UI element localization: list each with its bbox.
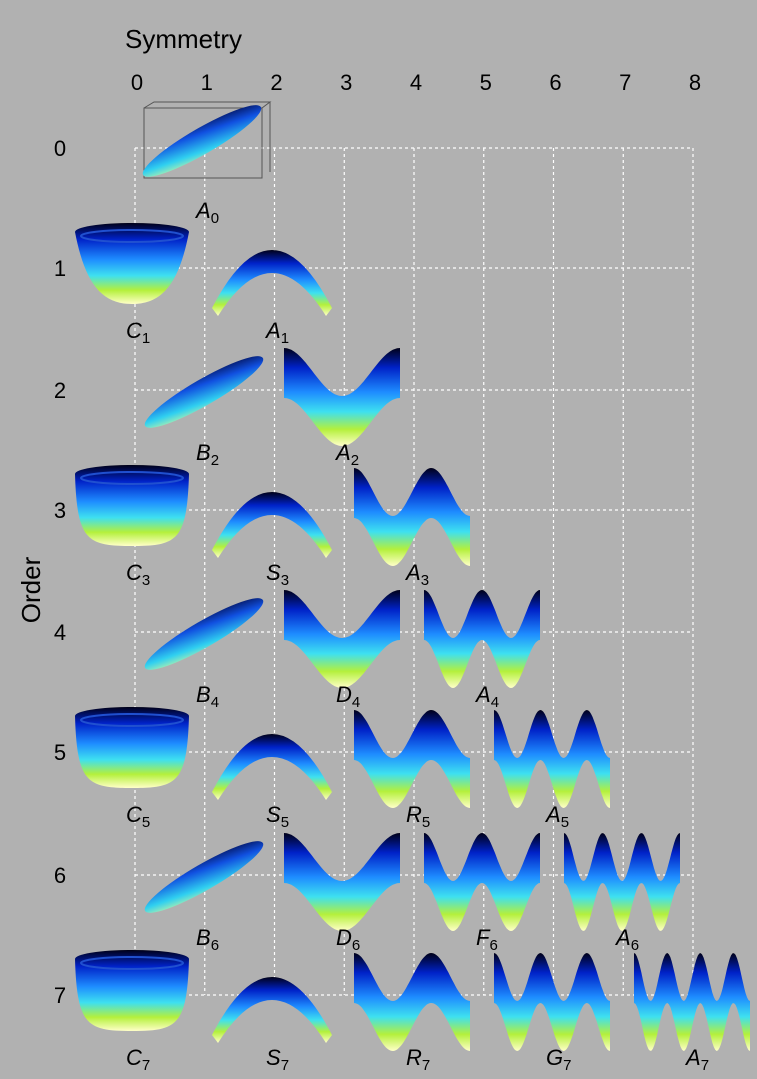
x-axis-title: Symmetry [125,24,242,54]
shape-subscript: 7 [142,1057,150,1074]
column-label: 5 [480,70,492,95]
shape-letter: S [266,802,281,827]
shape-subscript: 3 [142,572,150,589]
shape-subscript: 1 [281,330,289,347]
shape-letter: G [546,1045,563,1070]
shape-subscript: 4 [491,694,499,711]
column-label: 0 [131,70,143,95]
row-label: 0 [54,136,66,161]
shape-subscript: 1 [142,330,150,347]
shape-subscript: 6 [352,937,360,954]
shape-subscript: 5 [281,814,289,831]
shape-letter: D [336,925,352,950]
shape-letter: B [196,440,211,465]
diagram: Symmetry Order 01234567801234567A0C1A1B2… [0,0,757,1079]
column-label: 8 [689,70,701,95]
shape-letter: R [406,1045,422,1070]
row-label: 6 [54,863,66,888]
shape-subscript: 2 [351,452,359,469]
shape-letter: S [266,560,281,585]
shape-letter: C [126,318,142,343]
row-label: 7 [54,983,66,1008]
shape-bowl [75,950,189,1031]
shape-subscript: 3 [281,572,289,589]
column-label: 2 [270,70,282,95]
shape-letter: C [126,802,142,827]
column-label: 1 [201,70,213,95]
shape-subscript: 5 [422,814,430,831]
shape-letter: B [196,925,211,950]
shape-letter: A [334,440,351,465]
shape-letter: A [264,318,281,343]
shape-subscript: 2 [211,452,219,469]
column-label: 6 [549,70,561,95]
row-label: 2 [54,378,66,403]
shape-subscript: 7 [422,1057,430,1074]
shape-subscript: 5 [142,814,150,831]
column-label: 4 [410,70,422,95]
shape-subscript: 6 [211,937,219,954]
shape-letter: C [126,560,142,585]
row-label: 4 [54,620,66,645]
shape-subscript: 0 [211,210,219,227]
shape-letter: A [194,198,211,223]
shape-letter: B [196,682,211,707]
shape-letter: D [336,682,352,707]
row-label: 5 [54,740,66,765]
shape-subscript: 4 [352,694,360,711]
shape-letter: A [544,802,561,827]
shape-subscript: 4 [211,694,219,711]
shape-subscript: 6 [489,937,497,954]
shape-subscript: 6 [631,937,639,954]
shape-letter: A [614,925,631,950]
shape-subscript: 7 [563,1057,571,1074]
shape-letter: A [474,682,491,707]
shape-bowl [75,707,189,788]
shape-letter: S [266,1045,281,1070]
shape-subscript: 5 [561,814,569,831]
row-label: 1 [54,256,66,281]
shape-letter: A [684,1045,701,1070]
shape-letter: A [404,560,421,585]
shape-subscript: 3 [421,572,429,589]
shape-subscript: 7 [281,1057,289,1074]
row-label: 3 [54,498,66,523]
shape-subscript: 7 [701,1057,709,1074]
column-label: 3 [340,70,352,95]
y-axis-title: Order [16,556,46,623]
shape-bowl [75,465,189,546]
shape-letter: R [406,802,422,827]
column-label: 7 [619,70,631,95]
shape-letter: C [126,1045,142,1070]
